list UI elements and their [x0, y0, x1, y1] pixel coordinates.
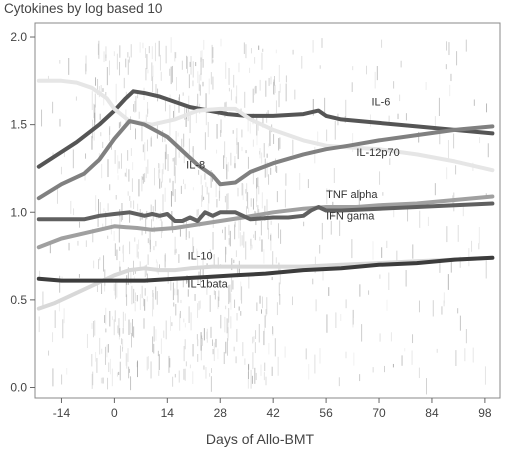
series-line-il-6: [36, 89, 495, 169]
x-tick-label: -14: [53, 406, 71, 420]
x-tick-label: 42: [266, 406, 280, 420]
series-line-il-8: [36, 119, 495, 201]
series-line-ifn-gama: [36, 201, 495, 223]
x-tick-label: 56: [319, 406, 333, 420]
x-tick-label: 84: [425, 406, 439, 420]
series-label: IL-6: [371, 96, 390, 108]
y-tick-label: 0.0: [10, 380, 27, 394]
y-tick-label: 1.5: [10, 118, 27, 132]
chart-title: Cytokines by log based 10: [4, 1, 163, 16]
plot-frame: [34, 22, 501, 399]
series-lines: [36, 78, 495, 311]
y-tick-label: 1.0: [10, 205, 27, 219]
series-label: IFN gama: [326, 210, 375, 222]
series-line-il-1bata: [36, 255, 495, 283]
x-tick-label: 70: [372, 406, 386, 420]
x-tick-label: 28: [214, 406, 228, 420]
x-axis-label: Days of Allo-BMT: [205, 431, 315, 447]
y-tick-label: 0.5: [10, 293, 27, 307]
y-tick-label: 2.0: [10, 30, 27, 44]
series-line-il-10: [36, 255, 495, 311]
series-label: IL-1bata: [187, 279, 228, 291]
series-label: IL-12p70: [356, 147, 399, 159]
series-label: IL-10: [188, 251, 213, 263]
series-labels: IL-6 IL-12p70 IL-8 TNF alpha IFN gama IL-10 IL…: [186, 96, 400, 290]
x-tick-label: 0: [111, 406, 118, 420]
y-axis: 0.0 0.5 1.0 1.5 2.0: [10, 30, 35, 394]
series-label: TNF alpha: [326, 189, 378, 201]
x-tick-label: 14: [161, 406, 175, 420]
series-line-tnf-alpha: [36, 194, 495, 250]
x-tick-label: 98: [478, 406, 492, 420]
x-axis: -14 0 14 28 42 56 70 84 98: [53, 398, 492, 420]
series-line-il-12p70: [36, 78, 495, 173]
series-label: IL-8: [186, 159, 205, 171]
